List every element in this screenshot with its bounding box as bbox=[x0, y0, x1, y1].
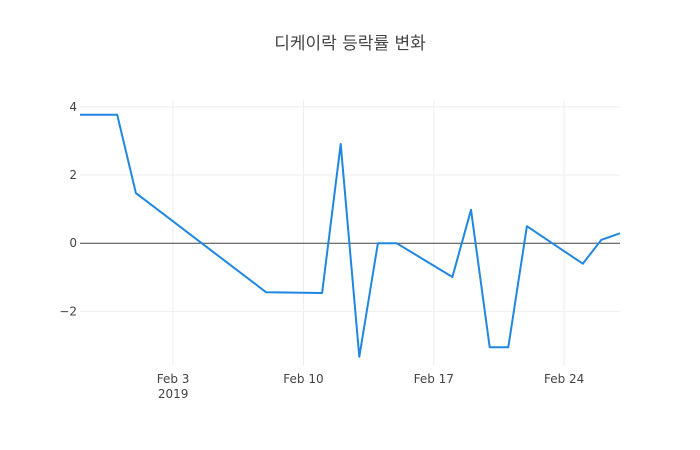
axes-layer: 4 2 0 −2 Feb 3 Feb 10 Feb 17 Feb 24 2019 bbox=[59, 100, 620, 401]
x-tick-label: Feb 3 bbox=[157, 372, 190, 386]
x-tick-label: Feb 17 bbox=[414, 372, 454, 386]
y-tick-label: 2 bbox=[69, 168, 77, 182]
series-line bbox=[80, 113, 621, 358]
chart-title: 디케이락 등락률 변화 bbox=[274, 34, 426, 54]
x-tick-label: Feb 10 bbox=[283, 372, 323, 386]
plot-layer bbox=[80, 113, 621, 358]
y-tick-label: −2 bbox=[59, 304, 77, 318]
y-tick-label: 0 bbox=[69, 236, 77, 250]
x-tick-label: Feb 24 bbox=[544, 372, 584, 386]
grid-layer bbox=[80, 100, 620, 366]
y-tick-label: 4 bbox=[69, 100, 77, 114]
x-year-label: 2019 bbox=[158, 387, 189, 401]
